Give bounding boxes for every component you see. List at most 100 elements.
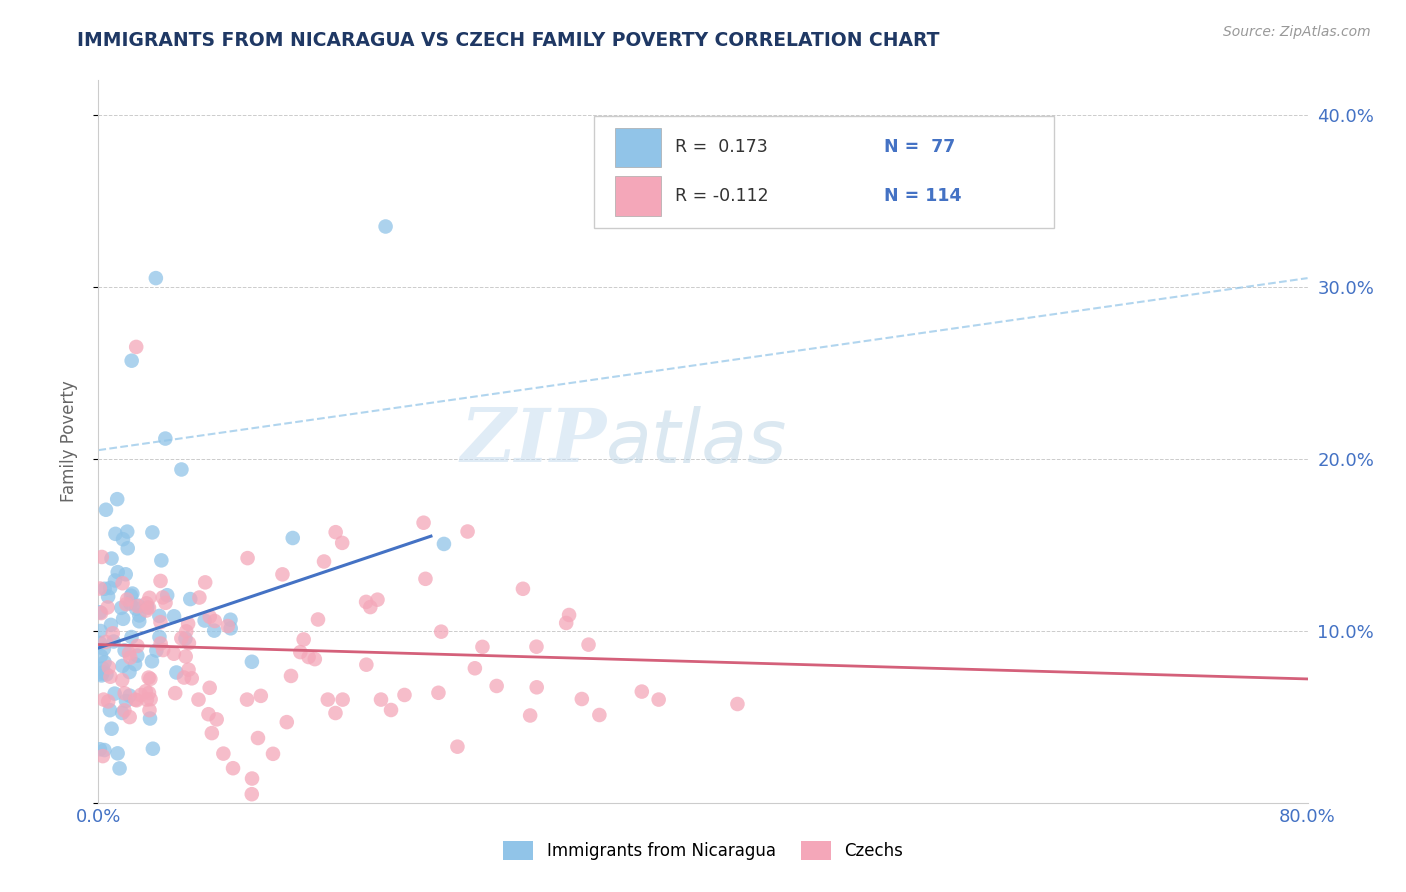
Point <box>359 600 381 615</box>
Point <box>217 619 239 633</box>
Point <box>412 516 434 530</box>
Point <box>139 692 162 706</box>
Point <box>107 565 129 579</box>
Point <box>240 787 263 801</box>
Point <box>150 553 173 567</box>
Point <box>630 684 652 698</box>
Point <box>194 614 217 628</box>
Point <box>129 688 152 702</box>
Point <box>526 640 548 654</box>
Point <box>111 576 134 591</box>
Point <box>120 650 142 665</box>
Point <box>174 632 197 646</box>
Point <box>111 706 134 720</box>
Point <box>100 551 122 566</box>
Point <box>249 689 271 703</box>
Point <box>727 697 749 711</box>
Point <box>104 574 127 588</box>
Point <box>187 692 209 706</box>
Point <box>325 525 347 540</box>
Point <box>354 595 377 609</box>
Point <box>114 567 136 582</box>
Point <box>125 602 148 616</box>
Point <box>93 641 115 656</box>
Point <box>121 630 143 644</box>
Point <box>246 731 269 745</box>
Point <box>240 772 263 786</box>
Point <box>111 659 134 673</box>
Point <box>297 650 319 665</box>
Point <box>292 632 315 647</box>
Point <box>128 615 150 629</box>
Y-axis label: Family Poverty: Family Poverty <box>59 381 77 502</box>
Point <box>170 632 193 646</box>
Point <box>555 615 578 630</box>
Point <box>90 606 112 620</box>
Point <box>471 640 494 654</box>
Point <box>205 712 228 726</box>
Text: N = 114: N = 114 <box>884 187 962 205</box>
Point <box>312 554 335 568</box>
Point <box>145 271 167 285</box>
Point <box>380 703 402 717</box>
Point <box>356 657 378 672</box>
Point <box>457 524 479 539</box>
Point <box>148 630 170 644</box>
Point <box>177 663 200 677</box>
Point <box>127 599 149 614</box>
Point <box>149 615 172 629</box>
Text: Source: ZipAtlas.com: Source: ZipAtlas.com <box>1223 25 1371 39</box>
Point <box>100 670 122 684</box>
Point <box>174 649 197 664</box>
Point <box>165 686 187 700</box>
Point <box>141 654 163 668</box>
Point <box>118 710 141 724</box>
Point <box>96 667 118 681</box>
Point <box>179 592 201 607</box>
Point <box>110 600 132 615</box>
Point <box>188 591 211 605</box>
Text: R = -0.112: R = -0.112 <box>675 187 769 205</box>
Point <box>114 643 136 657</box>
Point <box>97 694 120 708</box>
Point <box>325 706 347 720</box>
Point <box>370 692 392 706</box>
Point <box>138 591 160 605</box>
Point <box>330 536 353 550</box>
Point <box>304 652 326 666</box>
Point <box>125 340 148 354</box>
Point <box>415 572 437 586</box>
Point <box>89 582 111 596</box>
Point <box>240 655 263 669</box>
Point <box>170 462 193 476</box>
Point <box>100 722 122 736</box>
Point <box>219 613 242 627</box>
Point <box>93 743 115 757</box>
Point <box>138 600 160 615</box>
Point <box>280 669 302 683</box>
Point <box>89 636 111 650</box>
Point <box>138 671 160 685</box>
Point <box>197 707 219 722</box>
Point <box>136 600 159 615</box>
Point <box>512 582 534 596</box>
Point <box>115 597 138 611</box>
Point <box>115 524 138 539</box>
Point <box>219 621 242 635</box>
Point <box>101 626 124 640</box>
Point <box>145 643 167 657</box>
Point <box>91 661 114 675</box>
Point <box>124 692 146 706</box>
Point <box>155 432 177 446</box>
Point <box>127 599 149 613</box>
Point <box>173 671 195 685</box>
Point <box>98 703 121 717</box>
Point <box>135 603 157 617</box>
Text: atlas: atlas <box>606 406 787 477</box>
Text: ZIP: ZIP <box>460 405 606 478</box>
Point <box>394 688 416 702</box>
Point <box>127 639 149 653</box>
Point <box>155 596 177 610</box>
Point <box>464 661 486 675</box>
Point <box>138 686 160 700</box>
